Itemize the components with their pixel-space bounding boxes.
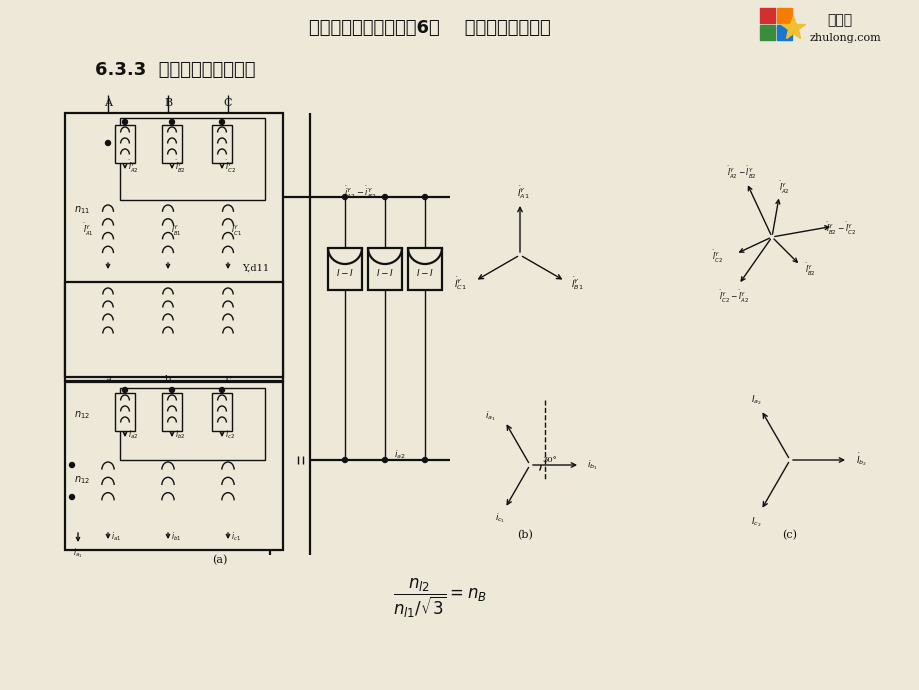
Text: C: C	[223, 98, 232, 108]
Bar	[65, 113, 283, 381]
Text: $i_{a_1}$: $i_{a_1}$	[484, 410, 494, 424]
Text: $\dot{I}_{C2}^Y-\dot{I}_{A2}^Y$: $\dot{I}_{C2}^Y-\dot{I}_{A2}^Y$	[718, 288, 748, 305]
Text: 电力系统继电保护（第6章    电力变压器保护）: 电力系统继电保护（第6章 电力变压器保护）	[309, 19, 550, 37]
Text: 30°: 30°	[542, 456, 557, 464]
Text: b: b	[165, 375, 171, 384]
Text: $\dot{I}_{C1}^Y$: $\dot{I}_{C1}^Y$	[453, 276, 466, 293]
Text: $i_{b1}$: $i_{b1}$	[171, 531, 181, 543]
Text: $\dot{I}_{A2}^Y-\dot{I}_{B2}^Y$: $\dot{I}_{A2}^Y-\dot{I}_{B2}^Y$	[726, 164, 755, 181]
Bar	[65, 382, 283, 550]
Text: Y,d11: Y,d11	[242, 264, 269, 273]
Text: $\dot{I}_{b_2}$: $\dot{I}_{b_2}$	[856, 452, 867, 469]
Text: $\dot{I}_{A2}^Y$: $\dot{I}_{A2}^Y$	[128, 159, 139, 175]
Text: $\dot{I}_{A1}^Y$: $\dot{I}_{A1}^Y$	[83, 222, 94, 238]
Circle shape	[342, 457, 347, 462]
Text: $I_{c_2}$: $I_{c_2}$	[750, 515, 760, 529]
Text: $i_{c2}$: $i_{c2}$	[225, 428, 234, 441]
Bar	[407, 248, 441, 290]
Text: $i_{c_1}$: $i_{c_1}$	[494, 511, 505, 525]
Bar	[119, 388, 265, 460]
Text: c: c	[225, 375, 231, 384]
Text: (a): (a)	[212, 555, 227, 565]
Text: zhulong.com: zhulong.com	[808, 33, 879, 43]
Text: A: A	[104, 98, 112, 108]
Text: $I-I$: $I-I$	[335, 266, 354, 277]
Text: $I-I$: $I-I$	[415, 266, 434, 277]
Circle shape	[70, 462, 74, 468]
Text: $\dot{I}_{B1}^Y$: $\dot{I}_{B1}^Y$	[171, 222, 182, 238]
Bar	[777, 8, 791, 23]
Text: B: B	[164, 98, 172, 108]
Bar	[211, 125, 232, 163]
Text: $\dot{I}_{C1}^Y$: $\dot{I}_{C1}^Y$	[231, 222, 242, 238]
Circle shape	[169, 388, 175, 393]
Bar	[211, 393, 232, 431]
Circle shape	[169, 119, 175, 124]
Text: $n_{12}$: $n_{12}$	[74, 409, 90, 421]
Text: 6.3.3  变压器差动保护接线: 6.3.3 变压器差动保护接线	[95, 61, 255, 79]
Bar	[759, 25, 774, 40]
Text: $\dot{I}_{C2}^Y$: $\dot{I}_{C2}^Y$	[711, 248, 722, 265]
Bar	[119, 118, 265, 200]
Circle shape	[382, 195, 387, 199]
Text: $\dot{I}_{A2}^Y$: $\dot{I}_{A2}^Y$	[778, 179, 789, 196]
Text: (b): (b)	[516, 530, 532, 540]
Text: $\dot{I}_{B2}^Y$: $\dot{I}_{B2}^Y$	[175, 159, 186, 175]
Bar	[65, 282, 283, 377]
Text: $i_{a1}$: $i_{a1}$	[111, 531, 121, 543]
Circle shape	[220, 119, 224, 124]
Text: $i_{b_1}$: $i_{b_1}$	[586, 458, 596, 472]
Text: $i_{a2}$: $i_{a2}$	[393, 448, 405, 461]
Bar	[368, 248, 402, 290]
Text: $\dot{I}_{A1}^Y$: $\dot{I}_{A1}^Y$	[516, 185, 528, 201]
Circle shape	[106, 141, 110, 146]
Text: $i_{a_1}$: $i_{a_1}$	[74, 546, 83, 560]
Text: (c): (c)	[782, 530, 797, 540]
Circle shape	[422, 457, 427, 462]
Bar	[115, 393, 135, 431]
Text: $\dfrac{n_{l2}}{n_{l1}/\sqrt{3}} = n_B$: $\dfrac{n_{l2}}{n_{l1}/\sqrt{3}} = n_B$	[392, 576, 486, 620]
Bar	[115, 125, 135, 163]
Text: $\dot{I}_{B1}^Y$: $\dot{I}_{B1}^Y$	[570, 276, 583, 293]
Text: $\dot{I}_{B2}^Y-\dot{I}_{C2}^Y$: $\dot{I}_{B2}^Y-\dot{I}_{C2}^Y$	[825, 221, 855, 237]
Text: $i_{c1}$: $i_{c1}$	[231, 531, 241, 543]
Text: $\dot{I}_{C2}^Y$: $\dot{I}_{C2}^Y$	[225, 159, 235, 175]
Circle shape	[220, 388, 224, 393]
Circle shape	[122, 119, 128, 124]
Text: $i_{b2}$: $i_{b2}$	[175, 428, 186, 441]
Circle shape	[342, 195, 347, 199]
Bar	[162, 393, 182, 431]
Text: $n_{11}$: $n_{11}$	[74, 204, 90, 216]
Circle shape	[382, 457, 387, 462]
Text: $I-I$: $I-I$	[376, 266, 393, 277]
Bar	[777, 25, 791, 40]
Circle shape	[422, 195, 427, 199]
Text: $i_{a2}$: $i_{a2}$	[128, 428, 138, 441]
Text: $I_{a_2}$: $I_{a_2}$	[750, 393, 761, 406]
Circle shape	[122, 388, 128, 393]
Bar	[328, 248, 361, 290]
Bar	[759, 8, 774, 23]
Text: a: a	[105, 375, 111, 384]
Text: $\dot{I}_{B2}^Y$: $\dot{I}_{B2}^Y$	[804, 262, 815, 279]
Circle shape	[70, 495, 74, 500]
Text: 築龍網: 築龍網	[826, 13, 852, 27]
Text: $\dot{i}_{A2}^Y - \dot{i}_{B2}^Y$: $\dot{i}_{A2}^Y - \dot{i}_{B2}^Y$	[344, 185, 376, 201]
Bar	[162, 125, 182, 163]
Text: $n_{12}$: $n_{12}$	[74, 474, 90, 486]
